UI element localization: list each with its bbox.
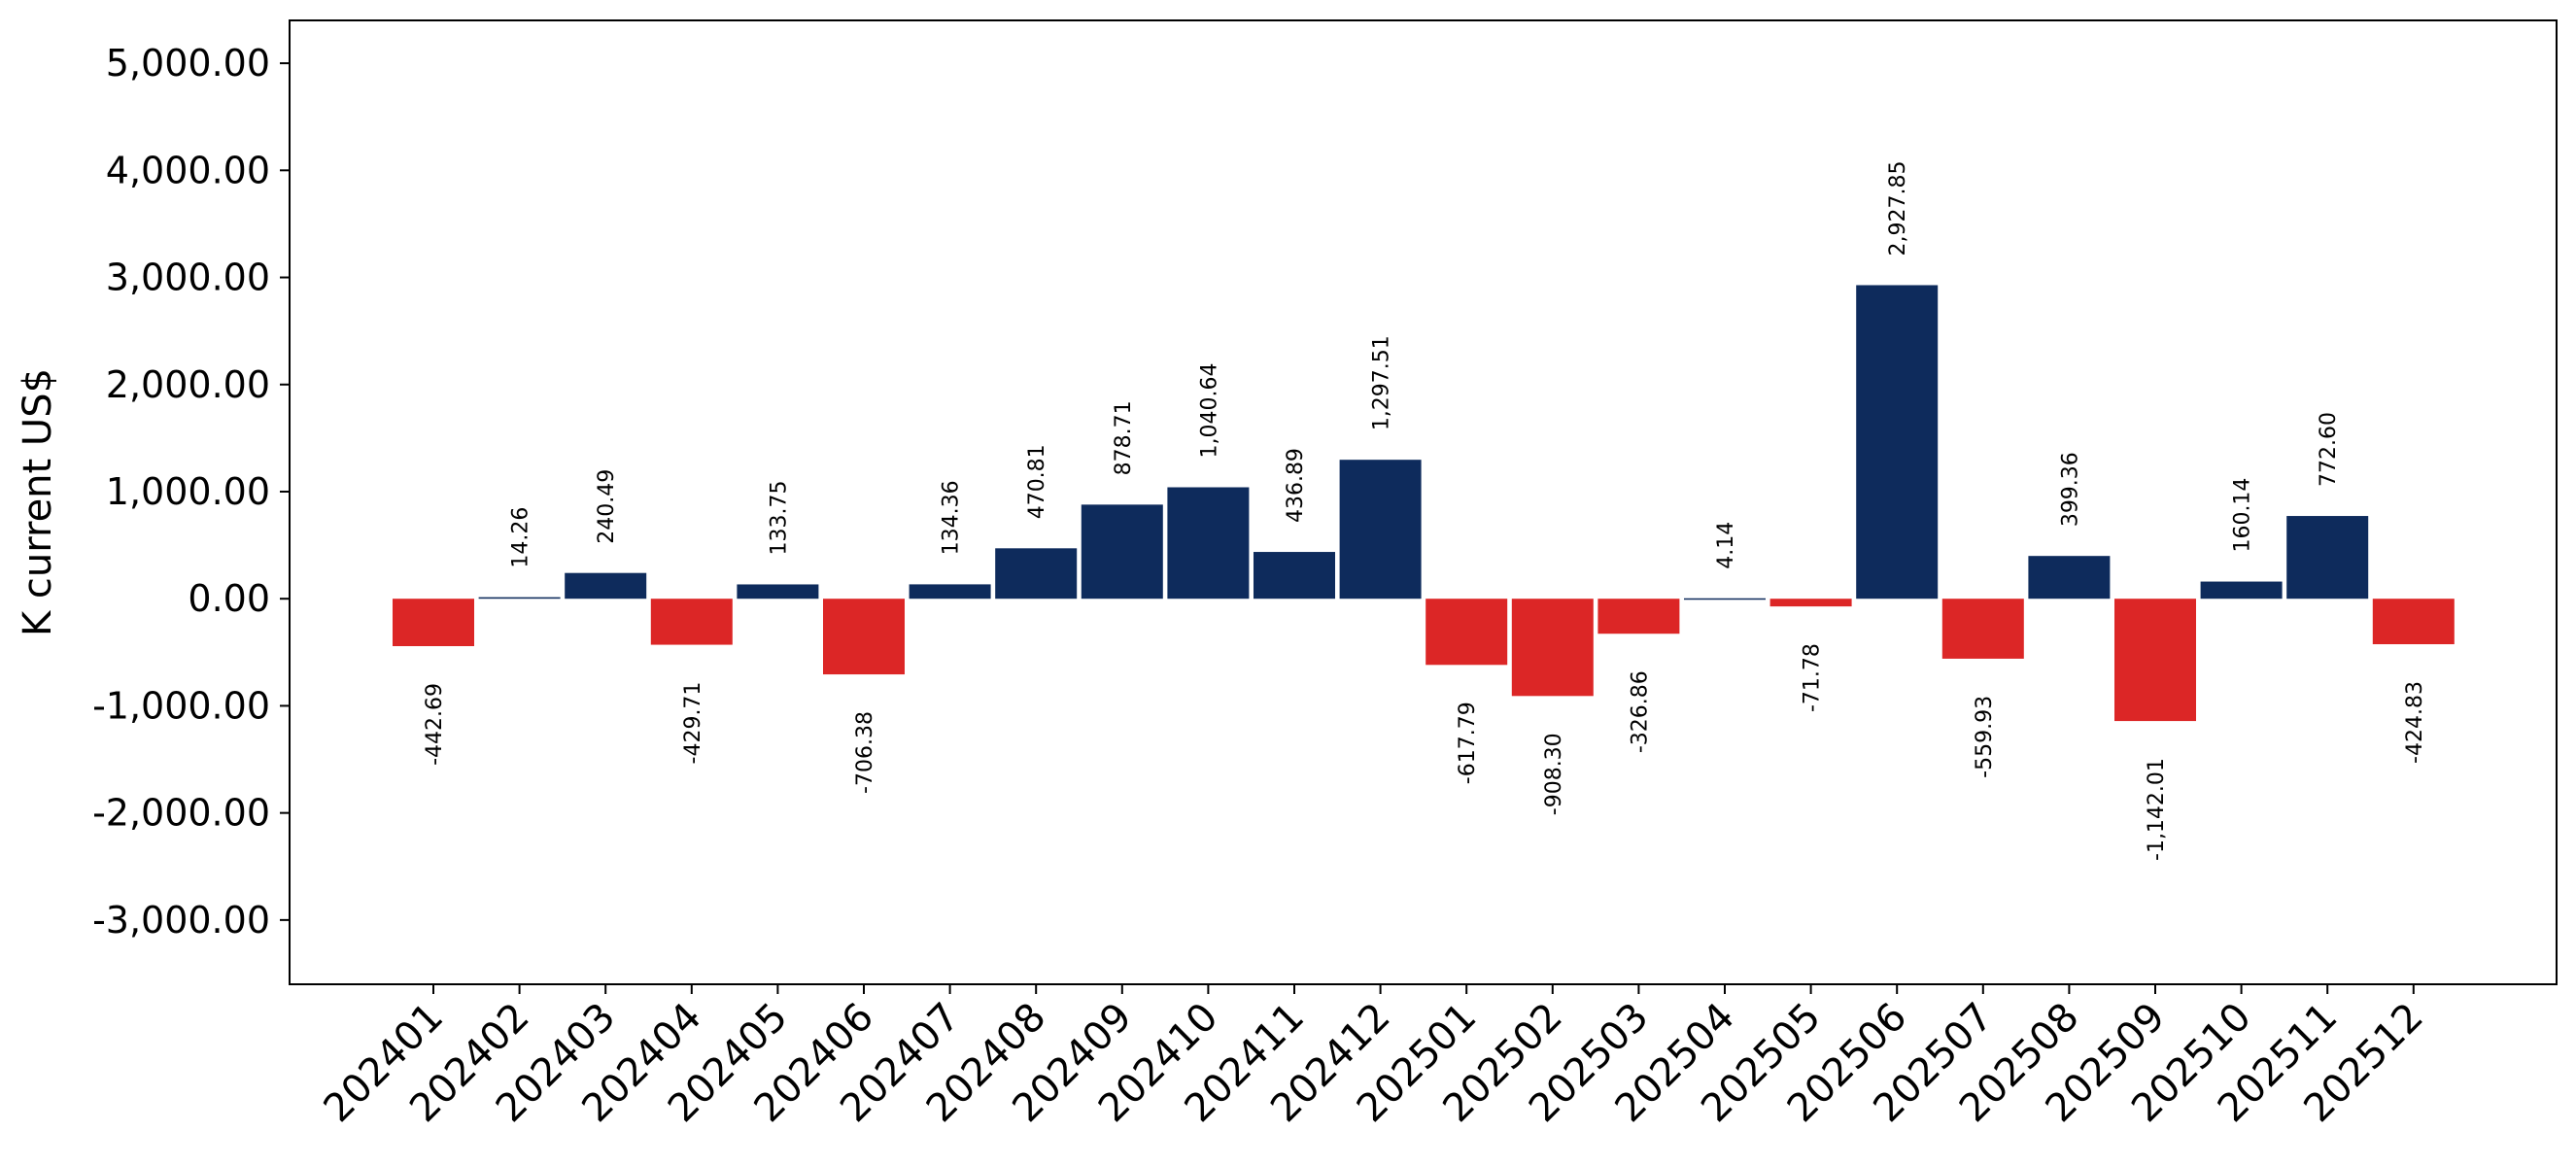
bar xyxy=(1425,599,1508,666)
bar xyxy=(2028,556,2111,600)
bar-series xyxy=(393,285,2455,722)
y-tick-label: 1,000.00 xyxy=(106,470,270,513)
bar xyxy=(2200,581,2283,600)
bar xyxy=(2286,516,2369,600)
bar xyxy=(478,597,561,600)
bar xyxy=(393,599,474,646)
bar-value-label: 134.36 xyxy=(940,480,964,555)
bar xyxy=(1684,598,1766,600)
bar xyxy=(1167,487,1250,600)
y-tick-label: 3,000.00 xyxy=(106,257,270,299)
y-axis: -3,000.00 -2,000.00 -1,000.00 0.00 1,000.00 2… xyxy=(92,42,290,942)
y-tick-label: 2,000.00 xyxy=(106,363,270,406)
bar-value-label: 2,927.85 xyxy=(1886,161,1910,257)
y-tick-label: -1,000.00 xyxy=(92,684,270,727)
bar xyxy=(737,584,819,600)
y-tick-label: -3,000.00 xyxy=(92,899,270,942)
bar xyxy=(2114,599,2196,722)
bar xyxy=(1597,599,1680,634)
bar-value-label: -424.83 xyxy=(2403,681,2427,764)
y-axis-title: K current US$ xyxy=(16,368,60,636)
bar xyxy=(2372,599,2455,645)
bar-value-label: 14.26 xyxy=(509,507,533,568)
bar-value-label: -559.93 xyxy=(1973,696,1997,778)
bar-value-label: 4.14 xyxy=(1714,522,1738,569)
x-axis: 2024012024022024032024042024052024062024… xyxy=(316,984,2432,1131)
y-tick-label: 0.00 xyxy=(188,577,270,620)
bar-value-label: -442.69 xyxy=(423,683,447,766)
bar xyxy=(995,548,1078,600)
bar xyxy=(1511,599,1594,697)
bar-value-label: 436.89 xyxy=(1284,448,1308,523)
bar-value-label: -617.79 xyxy=(1456,702,1480,784)
bar xyxy=(1856,285,1939,600)
bar xyxy=(1941,599,2024,659)
bar-value-label: 878.71 xyxy=(1112,400,1136,475)
bar xyxy=(650,599,733,645)
bar xyxy=(1081,504,1163,600)
bar-value-label: 470.81 xyxy=(1025,444,1049,519)
bar-value-label: 1,040.64 xyxy=(1197,363,1221,459)
bar xyxy=(565,572,647,600)
bar xyxy=(823,599,905,675)
bar-value-label: -908.30 xyxy=(1542,733,1566,815)
bar xyxy=(1769,599,1852,607)
y-tick-label: 4,000.00 xyxy=(106,149,270,191)
bar-value-label: 240.49 xyxy=(595,469,619,544)
y-tick-label: 5,000.00 xyxy=(106,42,270,85)
bar-value-label: -71.78 xyxy=(1801,643,1825,712)
bar-value-label: 160.14 xyxy=(2231,478,2255,553)
bar-value-label: 1,297.51 xyxy=(1370,335,1394,430)
bar xyxy=(1254,552,1335,600)
bar-value-label: -1,142.01 xyxy=(2145,758,2169,861)
bar xyxy=(909,584,991,600)
data-labels: -442.69 14.26 240.49 -429.71 133.75 -706.38 13… xyxy=(423,161,2427,861)
plot-frame xyxy=(289,19,2558,985)
bar-value-label: 772.60 xyxy=(2317,412,2341,487)
bar xyxy=(1339,460,1422,600)
bar-value-label: 399.36 xyxy=(2058,452,2082,527)
bar-value-label: 133.75 xyxy=(767,480,791,555)
bar-value-label: -706.38 xyxy=(853,711,877,794)
bar-value-label: -429.71 xyxy=(681,682,705,765)
bar-value-label: -326.86 xyxy=(1628,670,1652,753)
y-tick-label: -2,000.00 xyxy=(92,792,270,835)
